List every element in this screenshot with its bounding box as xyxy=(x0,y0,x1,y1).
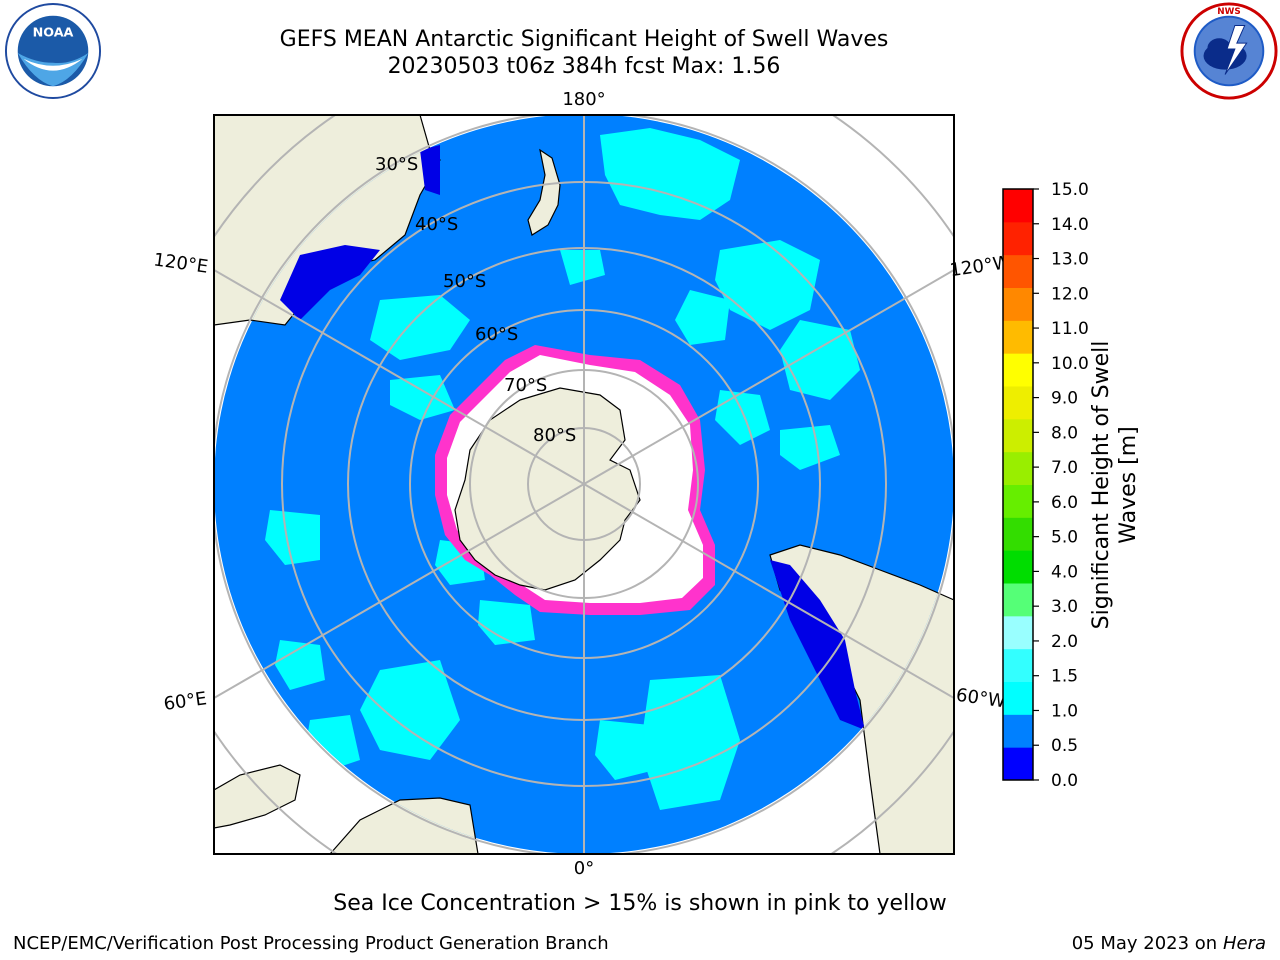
date-value: 05 May 2023 on xyxy=(1071,933,1218,954)
colorbar-title: Significant Height of Swell Waves [m] xyxy=(1088,341,1142,630)
credit-text: NCEP/EMC/Verification Post Processing Pr… xyxy=(13,933,609,954)
colorbar-swatch xyxy=(1003,451,1033,485)
svg-text:NOAA: NOAA xyxy=(33,25,74,40)
colorbar-tick-label: 3.0 xyxy=(1051,597,1078,617)
svg-text:NWS: NWS xyxy=(1217,7,1240,17)
near-shore-low xyxy=(770,560,865,730)
colorbar-tick-label: 0.0 xyxy=(1051,771,1078,791)
noaa-logo: NOAA xyxy=(4,2,102,100)
colorbar-swatch xyxy=(1003,714,1033,748)
colorbar-tick-label: 4.0 xyxy=(1051,562,1078,582)
swell-patches xyxy=(265,128,860,810)
colorbar-tick-label: 15.0 xyxy=(1051,180,1089,200)
colorbar-tick-label: 10.0 xyxy=(1051,354,1089,374)
chart-title: GEFS MEAN Antarctic Significant Height o… xyxy=(279,27,889,52)
colorbar-tick-label: 14.0 xyxy=(1051,215,1089,235)
colorbar-tick-label: 0.5 xyxy=(1051,736,1078,756)
colorbar-swatch xyxy=(1003,681,1033,715)
machine-name: Hera xyxy=(1222,933,1266,954)
new-zealand-land xyxy=(527,148,561,236)
colorbar-swatch xyxy=(1003,615,1033,650)
colorbar-swatch xyxy=(1003,353,1033,387)
graticule xyxy=(214,115,954,854)
colorbar-tick-label: 6.0 xyxy=(1051,493,1078,513)
colorbar-tick-label: 1.5 xyxy=(1051,667,1078,687)
lat-label-70s: 70°S xyxy=(504,375,547,396)
nws-logo: NWS xyxy=(1180,2,1278,100)
colorbar-swatch xyxy=(1003,550,1033,584)
lat-label-80s: 80°S xyxy=(533,425,576,446)
colorbar-swatch xyxy=(1003,320,1033,354)
lat-label-30s: 30°S xyxy=(375,154,418,175)
map-frame xyxy=(213,114,955,855)
lat-label-40s: 40°S xyxy=(415,214,458,235)
colorbar-tick-label: 11.0 xyxy=(1051,319,1089,339)
colorbar-swatch xyxy=(1003,189,1033,223)
near-shore-low xyxy=(420,145,440,195)
colorbar-swatch xyxy=(1003,484,1033,518)
lon-label-60w: 60°W xyxy=(955,685,1007,713)
lat-label-50s: 50°S xyxy=(443,271,486,292)
lat-label-60s: 60°S xyxy=(475,324,518,345)
chart-subtitle: 20230503 t06z 384h fcst Max: 1.56 xyxy=(387,54,781,79)
colorbar-swatch xyxy=(1003,517,1033,551)
colorbar-swatch xyxy=(1003,418,1033,453)
colorbar-frame xyxy=(1002,188,1034,781)
colorbar-swatch xyxy=(1003,648,1033,682)
colorbar-tick-label: 2.0 xyxy=(1051,632,1078,652)
lon-label-60e: 60°E xyxy=(162,688,208,715)
colorbar-swatch xyxy=(1003,254,1033,288)
colorbar-title-line1: Significant Height of Swell xyxy=(1089,340,1114,630)
colorbar-swatch xyxy=(1003,583,1033,617)
colorbar-title-line2: Waves [m] xyxy=(1116,426,1141,544)
colorbar-tick-label: 1.0 xyxy=(1051,701,1078,721)
colorbar-tick-label: 13.0 xyxy=(1051,250,1089,270)
near-shore-low xyxy=(280,245,380,320)
colorbar: 0.0 0.5 1.0 1.5 2.0 3.0 4.0 5.0 6.0 7.0 8.0 9.0 10.0… xyxy=(1002,180,1089,791)
date-text: 05 May 2023 on Hera xyxy=(1072,933,1266,954)
colorbar-swatch xyxy=(1003,747,1033,781)
colorbar-tick-label: 5.0 xyxy=(1051,528,1078,548)
colorbar-tick-label: 8.0 xyxy=(1051,423,1078,443)
lon-label-0: 0° xyxy=(574,858,594,879)
sea-ice-note: Sea Ice Concentration > 15% is shown in … xyxy=(333,891,947,916)
colorbar-tick-label: 9.0 xyxy=(1051,389,1078,409)
colorbar-swatch xyxy=(1003,386,1033,420)
colorbar-tick-label: 7.0 xyxy=(1051,458,1078,478)
lon-label-180: 180° xyxy=(562,89,605,110)
lon-label-120e: 120°E xyxy=(152,249,209,277)
colorbar-tick-label: 12.0 xyxy=(1051,284,1089,304)
colorbar-swatch xyxy=(1003,287,1033,321)
colorbar-swatch xyxy=(1003,221,1033,256)
